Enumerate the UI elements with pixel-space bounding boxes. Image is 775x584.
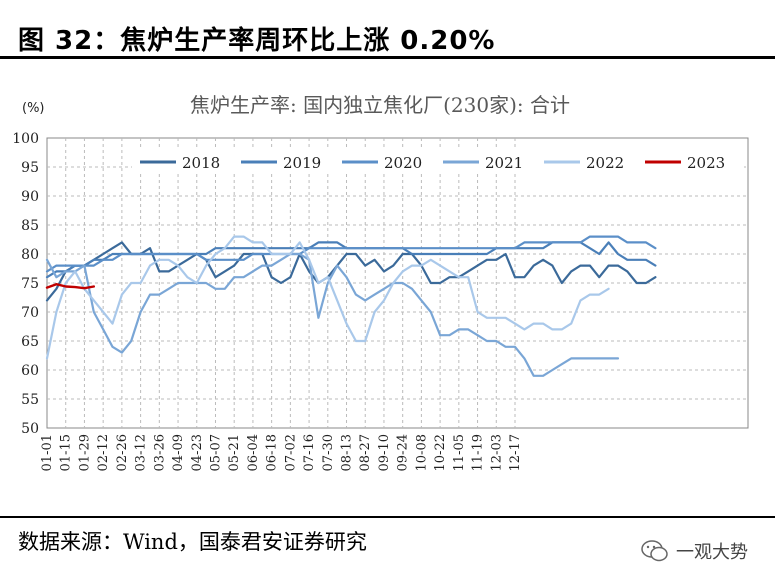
x-tick-label: 01-15 (59, 434, 74, 471)
watermark-text: 一观大势 (676, 542, 748, 563)
legend-label-2019: 2019 (283, 154, 321, 172)
x-tick-label: 03-12 (134, 434, 149, 471)
y-tick-label: 90 (21, 189, 39, 205)
x-tick-label: 06-04 (246, 434, 261, 471)
x-tick-label: 08-27 (358, 434, 373, 471)
series-line-2018 (45, 241, 657, 302)
x-tick-label: 05-21 (227, 434, 242, 471)
x-tick-label: 07-02 (283, 434, 298, 471)
y-tick-label: 100 (12, 131, 39, 147)
legend-label-2023: 2023 (687, 154, 725, 172)
series-line-2022 (45, 235, 610, 360)
y-tick-label: 85 (21, 218, 39, 234)
series-line-2023 (45, 282, 96, 290)
y-tick-label: 70 (21, 305, 39, 321)
x-tick-label: 11-05 (452, 434, 467, 471)
x-tick-label: 07-30 (321, 434, 336, 471)
x-tick-label: 02-12 (96, 434, 111, 471)
x-tick-label: 10-08 (414, 434, 429, 471)
x-tick-label: 01-29 (77, 434, 92, 471)
x-tick-label: 11-19 (471, 434, 486, 471)
y-tick-label: 75 (21, 276, 39, 292)
x-tick-label: 08-13 (340, 434, 355, 471)
legend-background (132, 148, 744, 174)
y-axis-unit: (%) (22, 101, 45, 116)
y-tick-label: 95 (21, 160, 39, 176)
x-tick-label: 03-26 (152, 434, 167, 471)
x-tick-label: 04-09 (171, 434, 186, 471)
x-tick-label: 12-17 (508, 434, 523, 471)
legend-label-2022: 2022 (586, 154, 624, 172)
top-rule (0, 56, 775, 59)
x-tick-label: 06-18 (265, 434, 280, 471)
wechat-icon (641, 540, 668, 562)
x-tick-label: 01-01 (40, 434, 55, 471)
x-tick-label: 10-22 (433, 434, 448, 471)
x-tick-label: 09-24 (396, 434, 411, 471)
x-tick-label: 09-10 (377, 434, 392, 471)
x-tick-label: 04-23 (190, 434, 205, 471)
x-tick-label: 02-26 (115, 434, 130, 471)
legend-label-2018: 2018 (182, 154, 220, 172)
line-chart: 焦炉生产率: 国内独立焦化厂(230家): 合计 (%) 50 55 60 65 70 7… (12, 93, 749, 471)
series-line-2020 (45, 235, 657, 273)
legend-label-2021: 2021 (485, 154, 523, 172)
y-tick-label: 65 (21, 334, 39, 350)
source-note: 数据来源：Wind，国泰君安证券研究 (18, 530, 367, 554)
x-tick-label: 05-07 (208, 434, 223, 471)
y-tick-label: 80 (21, 247, 39, 263)
y-tick-label: 60 (21, 363, 39, 379)
figure-title: 图 32：焦炉生产率周环比上涨 0.20% (18, 26, 496, 56)
series-line-2021 (45, 252, 620, 377)
legend-label-2020: 2020 (384, 154, 422, 172)
bottom-rule (0, 516, 775, 518)
x-tick-label: 07-16 (302, 434, 317, 471)
y-tick-label: 55 (21, 392, 39, 408)
y-tick-label: 50 (21, 421, 39, 437)
chart-title: 焦炉生产率: 国内独立焦化厂(230家): 合计 (190, 93, 570, 117)
x-tick-label: 12-03 (489, 434, 504, 471)
watermark: 一观大势 (640, 538, 748, 564)
